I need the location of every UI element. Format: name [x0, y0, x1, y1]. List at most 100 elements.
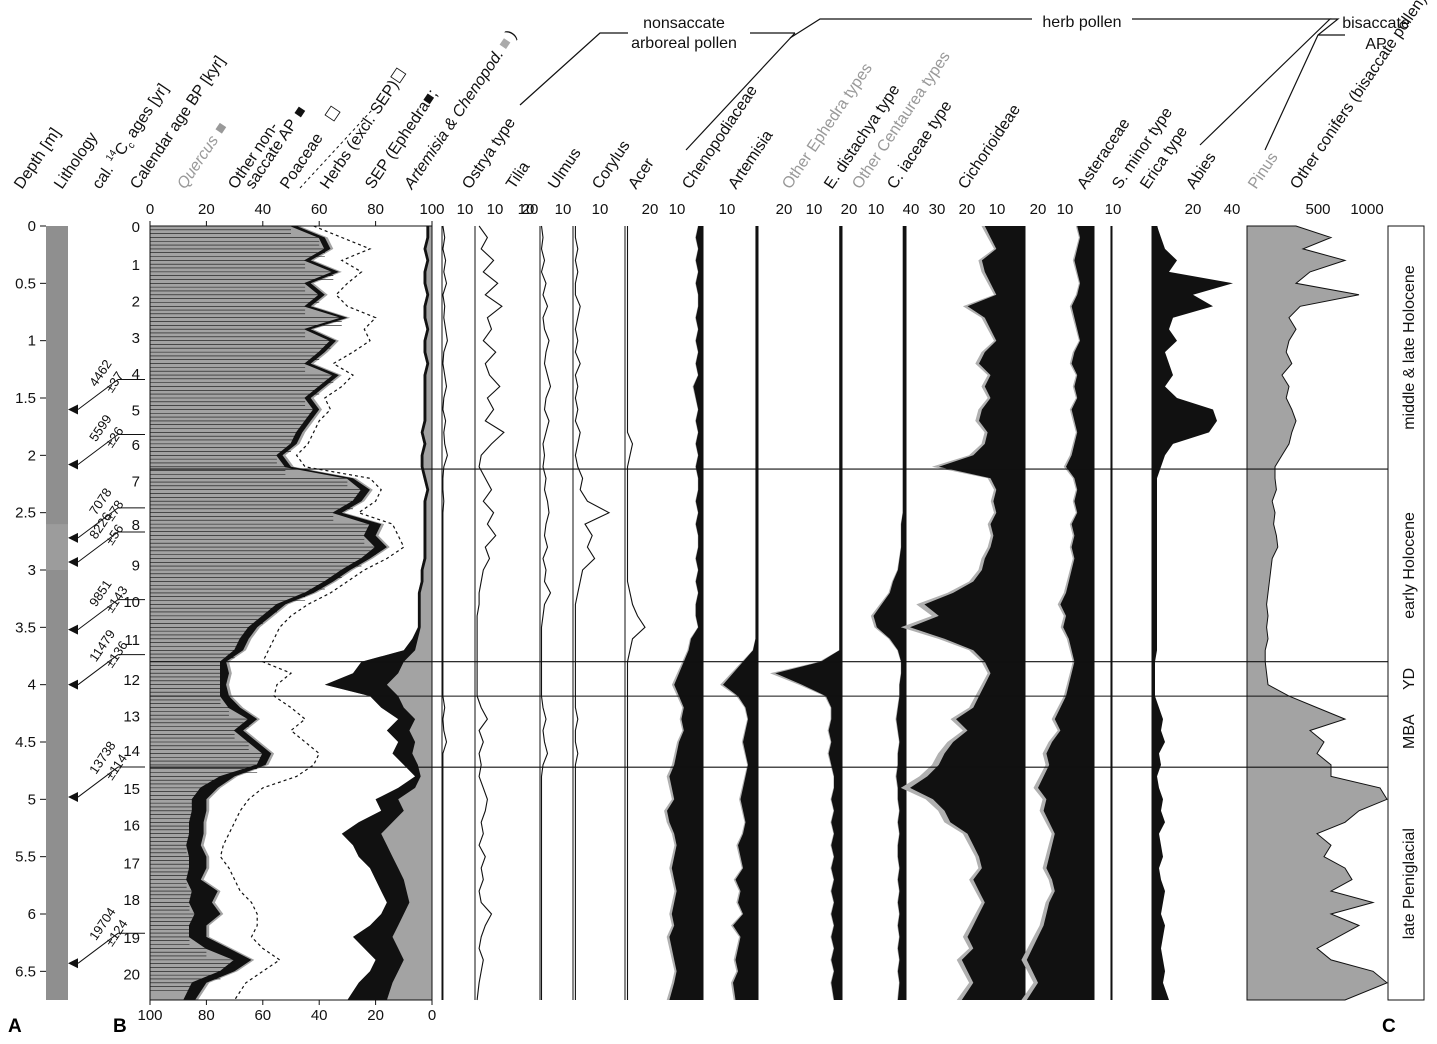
main-top-tick-label: 0 [146, 201, 154, 218]
panel-letter-c: C [1382, 1016, 1396, 1037]
panel-letter-b: B [113, 1016, 127, 1037]
depth-tick-label: 1.5 [15, 390, 36, 407]
main-top-tick-label: 60 [311, 201, 328, 218]
taxon-tick-label: 10 [1057, 201, 1074, 218]
nonsaccate-connector [519, 32, 628, 106]
main-bottom-tick-label: 0 [428, 1007, 436, 1024]
other-ap-black-square: ■ [290, 103, 310, 121]
main-bottom-tick-label: 100 [137, 1007, 162, 1024]
depth-tick-label: 2.5 [15, 505, 36, 522]
sep-area [324, 226, 430, 1000]
main-bottom-tick-label: 20 [367, 1007, 384, 1024]
taxon-tick-label: 20 [959, 201, 976, 218]
depth-tick-label: 5 [28, 791, 36, 808]
label-herbs-text: Herbs (excl. SEP) [317, 77, 402, 192]
taxon-tick-label: 20 [1185, 201, 1202, 218]
taxon-tick-label: 20 [642, 201, 659, 218]
calendar-age-label: 3 [132, 330, 140, 347]
artemisia-area [723, 226, 758, 1000]
label-quercus-name: Quercus [174, 133, 222, 193]
date-leader [77, 507, 119, 539]
taxon-tick-label: 20 [776, 201, 793, 218]
depth-tick-label: 6.5 [15, 963, 36, 980]
acer-curve [626, 226, 646, 1000]
calendar-age-label: 12 [123, 672, 140, 689]
taxon-tick-label: 10 [487, 201, 504, 218]
calendar-age-label: 0 [132, 219, 140, 236]
depth-tick-label: 3.5 [15, 619, 36, 636]
conifers-area [1246, 225, 1388, 1001]
taxon-tick-label: 40 [903, 201, 920, 218]
lithology-band [46, 524, 68, 570]
calendar-age-label: 5 [132, 402, 140, 419]
taxon-tick-label: 20 [841, 201, 858, 218]
date-arrow [68, 792, 78, 803]
main-top-tick-label: 100 [419, 201, 444, 218]
left-column-labels: Depth [m] Lithology cal. 14Cc ages [yr] … [11, 27, 520, 193]
taxon-label: Acer [625, 155, 658, 192]
cichor-area [910, 226, 1025, 1000]
nonsaccate-to-cheno [685, 32, 796, 151]
ephedra-area [775, 226, 842, 1000]
group-headers: nonsaccate arboreal pollen herb pollen b… [631, 14, 1410, 53]
calendar-age-label: 1 [132, 257, 140, 274]
abies-area [1153, 226, 1233, 1000]
zone-label: late Pleniglacial [1401, 828, 1418, 939]
main-bottom-tick-label: 40 [311, 1007, 328, 1024]
calendar-age-label: 16 [123, 818, 140, 835]
calendar-age-label: 18 [123, 892, 140, 909]
main-top-tick-label: 80 [367, 201, 384, 218]
ostrya-curve [442, 225, 448, 1000]
taxon-tick-label: 10 [555, 201, 572, 218]
date-arrow [68, 404, 78, 415]
main-top-tick-label: 20 [198, 201, 215, 218]
depth-tick-label: 1 [28, 333, 36, 350]
depth-tick-label: 4.5 [15, 734, 36, 751]
herbs-area [197, 226, 427, 1000]
taxon-tick-label: 30 [929, 201, 946, 218]
calendar-age-label: 6 [132, 437, 140, 454]
taxon-label: Pinus [1245, 150, 1281, 193]
date-arrow [68, 679, 78, 690]
taxon-label: Cichorioideae [955, 102, 1024, 193]
taxon-tick-label: 10 [457, 201, 474, 218]
zone-label: middle & late Holocene [1401, 265, 1418, 430]
ephedra-exaggeration [770, 226, 842, 1000]
bisaccate-connector [1264, 18, 1340, 151]
quercus-grey-square: ■ [211, 120, 231, 138]
main-top-tick-label: 40 [254, 201, 271, 218]
taxon-tick-label: 10 [1105, 201, 1122, 218]
taxon-label: Ulmus [545, 145, 584, 192]
main-bottom-tick-label: 60 [254, 1007, 271, 1024]
taxon-tick-label: 500 [1305, 201, 1330, 218]
taxon-tick-label: 10 [868, 201, 885, 218]
header-bisaccate-line1: bisaccate [1342, 15, 1410, 32]
main-frame [149, 225, 433, 1001]
date-arrow [68, 624, 78, 635]
ulmus-curve [540, 225, 552, 1000]
date-arrow [68, 532, 78, 543]
taxon-tick-label: 20 [1030, 201, 1047, 218]
calendar-age-label: 14 [123, 743, 140, 760]
taxon-tick-label: 40 [1224, 201, 1241, 218]
header-herb-pollen: herb pollen [1042, 14, 1121, 31]
header-bisaccate-line2: AP [1365, 36, 1386, 53]
calendar-age-label: 7 [132, 474, 140, 491]
taxon-label: Abies [1183, 150, 1219, 193]
date-leader [77, 434, 119, 465]
zone-label-box [1387, 225, 1425, 1001]
date-leader [77, 654, 119, 686]
asteraceae-area [1026, 226, 1094, 1000]
poaceae-open-square: ☐ [323, 104, 345, 125]
calendar-age-label: 10 [123, 594, 140, 611]
tilia-curve [476, 225, 505, 1001]
other-ap-area [183, 226, 387, 1000]
depth-tick-label: 5.5 [15, 849, 36, 866]
zone-label: YD [1401, 668, 1418, 690]
date-arrow [68, 459, 78, 470]
taxon-tick-label: 1000 [1350, 201, 1383, 218]
calendar-age-label: 20 [123, 967, 140, 984]
taxon-tick-label: 10 [806, 201, 823, 218]
label-cal-sub: c [126, 140, 138, 150]
